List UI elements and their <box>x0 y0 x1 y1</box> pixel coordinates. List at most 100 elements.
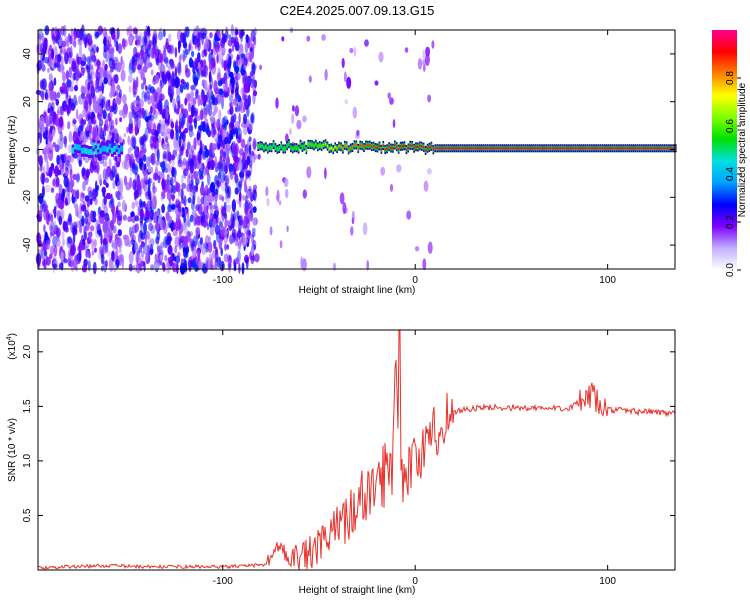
spectrogram-cell <box>213 188 219 195</box>
spectrogram-cell <box>58 116 64 128</box>
spectrogram-cell <box>190 92 194 103</box>
spectrogram-cell <box>40 241 46 252</box>
spectrogram-cell <box>175 125 180 134</box>
spectrogram-cell <box>84 157 90 164</box>
spectrogram-cell <box>297 148 300 151</box>
spectrogram-cell <box>143 92 148 103</box>
spectrogram-cell <box>362 222 368 236</box>
spectrogram-cell <box>112 80 115 90</box>
spectrogram-cell <box>192 194 196 205</box>
spectrogram-cell <box>156 231 161 241</box>
spectrogram-cell <box>111 165 116 178</box>
spectrogram-cell <box>517 147 519 150</box>
spectrogram-cell <box>235 257 240 265</box>
spectrogram-cell <box>186 142 192 155</box>
spectrogram-cell <box>49 221 55 233</box>
spectrogram-cell <box>380 148 383 151</box>
spectrogram-cell <box>378 51 384 63</box>
spectrogram-cell <box>388 145 390 148</box>
spectrogram-cell <box>60 89 65 95</box>
spectrogram-cell <box>187 197 192 204</box>
spectrogram-cell <box>245 52 249 59</box>
spectrogram-cell <box>653 147 656 150</box>
spectrogram-cell <box>81 215 85 227</box>
spectrogram-cell <box>246 76 252 86</box>
spectrogram-cell <box>140 68 145 81</box>
spectrogram-cell <box>203 99 206 106</box>
spectrogram-cell <box>232 145 238 156</box>
spectrogram-cell <box>244 195 248 203</box>
spectrogram-cell <box>55 192 61 204</box>
spectrogram-cell <box>590 147 592 150</box>
spectrogram-y-ticks: -40 -20 0 20 40 <box>22 48 675 252</box>
spectrogram-cell <box>115 143 119 150</box>
spectrogram-cell <box>303 144 306 147</box>
spectrogram-cell <box>328 147 331 150</box>
spectrogram-cell <box>139 244 143 253</box>
spectrogram-cell <box>67 236 72 245</box>
spectrogram-cell <box>193 137 197 151</box>
spectrogram-cell <box>112 179 116 190</box>
spectrogram-cell <box>54 62 59 68</box>
spectrogram-cell <box>90 109 95 119</box>
spectrogram-cell <box>98 173 102 184</box>
spectrogram-cell <box>135 178 141 191</box>
spectrogram-cell <box>459 147 462 150</box>
spectrogram-cell <box>161 203 166 214</box>
spectrogram-cell <box>198 32 204 38</box>
spectrogram-cell <box>536 147 539 150</box>
spectrogram-cell <box>218 194 223 201</box>
spectrogram-cell <box>230 211 233 224</box>
spectrogram-cell <box>97 85 103 92</box>
spectrogram-cell <box>212 204 216 210</box>
spectrogram-cell <box>185 93 191 102</box>
spectrogram-cell <box>284 188 289 199</box>
spectrogram-cell <box>343 71 347 83</box>
spectrogram-cell <box>155 57 160 66</box>
spectrogram-cell <box>129 169 133 176</box>
spectrogram-cell <box>58 138 64 150</box>
spectrogram-cell <box>105 168 110 177</box>
snr-x-tick-label: -100 <box>213 576 233 587</box>
spectrogram-cell <box>133 99 139 105</box>
spectrogram-cell <box>64 160 70 172</box>
spectrogram-cell <box>79 44 82 57</box>
spectrogram-cell <box>659 147 662 150</box>
spectrogram-cell <box>389 183 394 192</box>
spectrogram-cell <box>211 145 215 156</box>
spectrogram-cell <box>75 53 80 64</box>
spectrogram-cell <box>167 245 173 255</box>
spectrogram-cell <box>165 163 171 173</box>
spectrogram-cell <box>233 154 239 163</box>
spectrogram-cell <box>227 263 232 269</box>
spectrogram-cell <box>546 147 548 150</box>
spectrogram-cell <box>143 30 148 37</box>
spectrogram-cell <box>91 44 97 54</box>
spectrogram-cell <box>254 192 257 203</box>
spectrogram-cell <box>428 146 431 149</box>
spectrogram-cell <box>673 147 675 150</box>
spectrogram-cell <box>321 34 326 41</box>
spectrogram-cell <box>112 239 116 252</box>
spectrogram-cell <box>395 145 398 148</box>
spectrogram-cell <box>63 48 67 56</box>
spectrogram-cell <box>206 223 210 231</box>
spectrogram-cell <box>209 142 213 156</box>
spectrogram-cell <box>229 106 234 115</box>
spectrogram-cell <box>45 115 49 128</box>
spectrogram-cell <box>92 142 96 149</box>
spectrogram-cell <box>521 147 523 150</box>
spectrogram-cell <box>143 221 147 235</box>
spectrogram-cell <box>73 203 79 209</box>
spectrogram-cell <box>178 200 182 213</box>
spectrogram-cell <box>140 220 144 231</box>
spectrogram-cell <box>192 185 196 195</box>
spectrogram-cell <box>52 141 56 148</box>
spectrogram-cell <box>467 147 469 150</box>
spectrogram-cell <box>282 147 285 150</box>
spectrogram-cell <box>223 60 228 72</box>
spectrogram-cell <box>201 121 206 133</box>
spectrogram-cell <box>237 238 242 250</box>
spectrogram-cell <box>56 138 62 146</box>
spectrogram-cell <box>210 48 214 56</box>
